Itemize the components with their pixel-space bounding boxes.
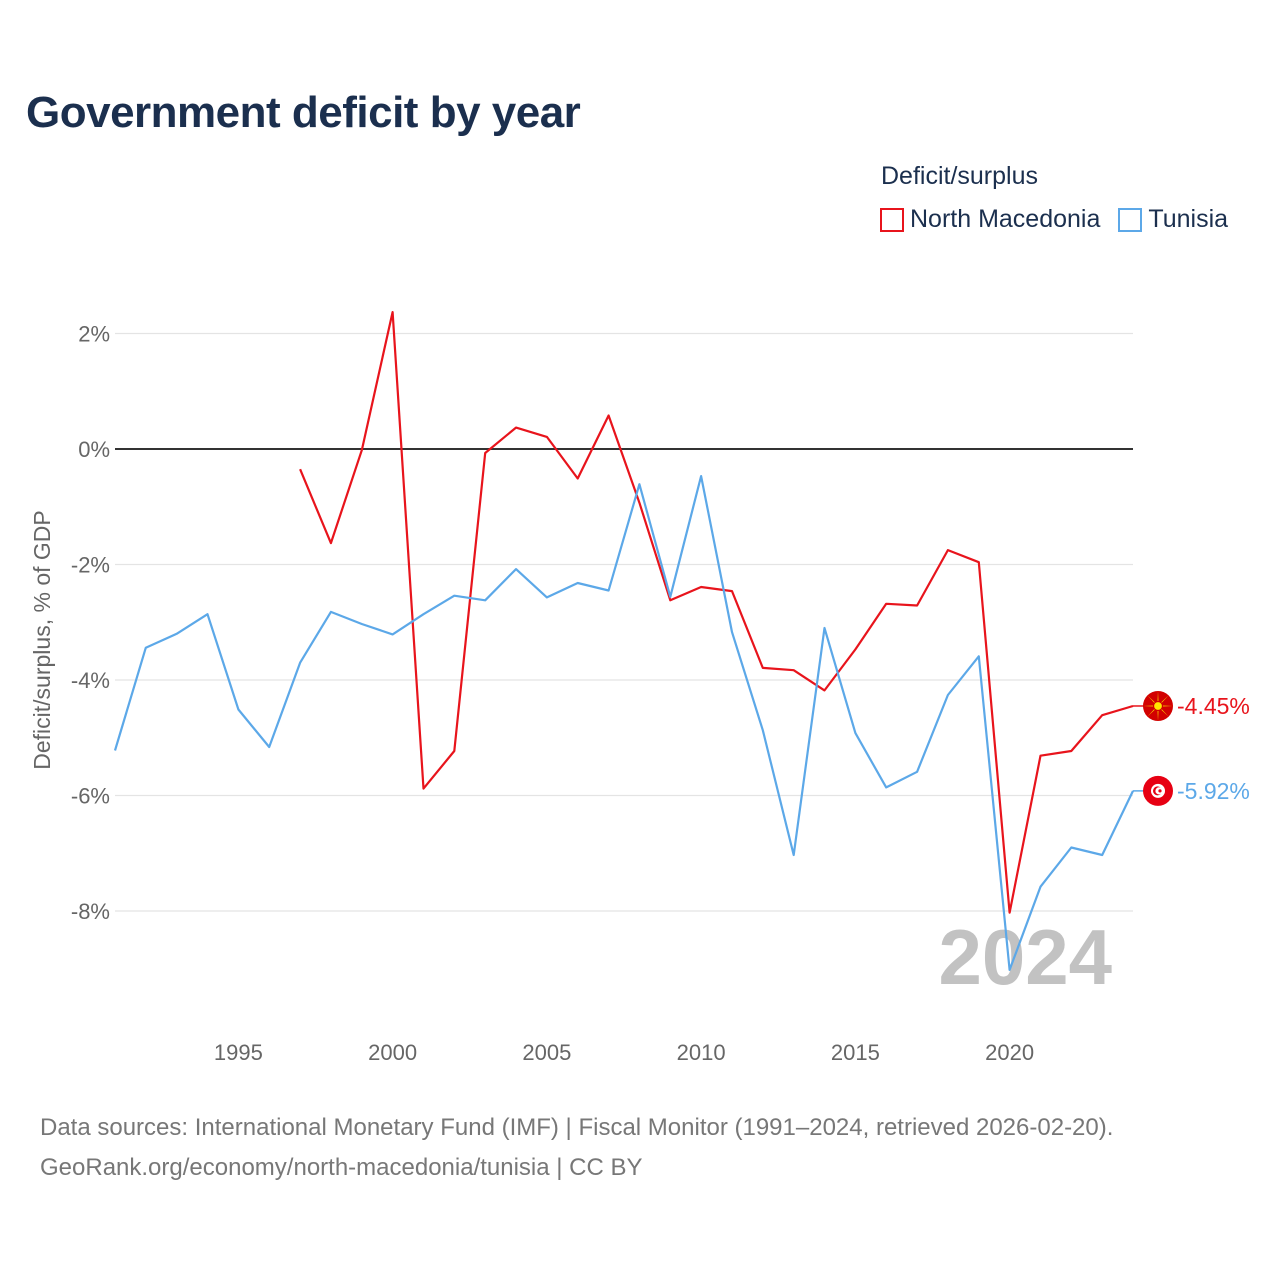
footer-sources: Data sources: International Monetary Fun… [40, 1114, 1114, 1141]
y-axis-label: Deficit/surplus, % of GDP [29, 510, 55, 769]
x-tick-labels: 1995 2000 2005 2010 2015 2020 [214, 1040, 1034, 1065]
x-tick-label: 2020 [985, 1040, 1034, 1065]
y-tick-label: -2% [71, 553, 110, 578]
y-tick-labels: 2% 0% -2% -4% -6% -8% [71, 322, 110, 925]
tunisia-flag-icon [1143, 775, 1173, 806]
x-tick-label: 2010 [677, 1040, 726, 1065]
line-chart: 2% 0% -2% -4% -6% -8% 1995 2000 2005 2010 2015 202… [29, 311, 1250, 1065]
series-lines [113, 311, 1134, 972]
series-line-tunisia[interactable] [113, 475, 1134, 972]
chart-title: Government deficit by year [26, 88, 581, 137]
footer-link[interactable]: GeoRank.org/economy/north-macedonia/tuni… [40, 1154, 643, 1181]
footer: Data sources: International Monetary Fun… [40, 1108, 1113, 1188]
y-tick-label: -6% [71, 784, 110, 809]
x-tick-label: 2000 [368, 1040, 417, 1065]
series-line-north-macedonia[interactable] [299, 311, 1134, 914]
gridlines [115, 332, 1133, 912]
north-macedonia-flag-icon [1143, 690, 1173, 721]
end-value-label-north-macedonia: -4.45% [1177, 693, 1250, 719]
legend-label-north-macedonia: North Macedonia [910, 205, 1101, 233]
legend: North Macedonia Tunisia [880, 205, 1246, 234]
legend-swatch-north-macedonia [880, 207, 904, 232]
legend-label-tunisia: Tunisia [1148, 205, 1229, 233]
end-value-label-tunisia: -5.92% [1177, 778, 1250, 804]
x-tick-label: 1995 [214, 1040, 263, 1065]
y-tick-label: 0% [78, 437, 110, 462]
legend-item-tunisia[interactable]: Tunisia [1118, 205, 1228, 234]
x-tick-label: 2015 [831, 1040, 880, 1065]
y-tick-label: -4% [71, 668, 110, 693]
x-tick-label: 2005 [522, 1040, 571, 1065]
legend-title: Deficit/surplus [881, 162, 1038, 190]
legend-item-north-macedonia[interactable]: North Macedonia [880, 205, 1100, 234]
y-tick-label: 2% [78, 322, 110, 347]
legend-swatch-tunisia [1118, 207, 1143, 232]
end-markers: -4.45% -5.92% [1133, 690, 1250, 806]
y-tick-label: -8% [71, 899, 110, 924]
